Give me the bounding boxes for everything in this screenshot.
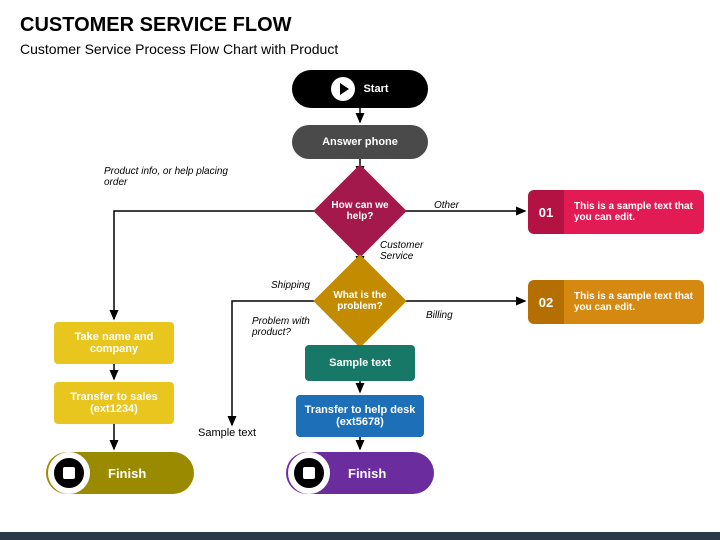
edge-billing: Billing <box>426 310 453 321</box>
node-transfer-help-desk: Transfer to help desk (ext5678) <box>296 395 424 437</box>
node-sample-text: Sample text <box>305 345 415 381</box>
node-answer-phone: Answer phone <box>292 125 428 159</box>
edge-other: Other <box>434 200 459 211</box>
stop-icon <box>48 452 90 494</box>
flowchart-canvas: Start Answer phone How can we help? What… <box>0 0 720 540</box>
callout-02: 02 This is a sample text that you can ed… <box>528 280 704 324</box>
edge-product-info: Product info, or help placing order <box>104 166 244 188</box>
finish-left: Finish <box>46 452 194 494</box>
node-transfer-sales: Transfer to sales (ext1234) <box>54 382 174 424</box>
footer-bar <box>0 532 720 540</box>
edge-shipping: Shipping <box>271 280 310 291</box>
node-start: Start <box>292 70 428 108</box>
play-icon <box>331 77 355 101</box>
stop-icon <box>288 452 330 494</box>
callout-01: 01 This is a sample text that you can ed… <box>528 190 704 234</box>
edge-problem-product: Problem with product? <box>252 316 332 338</box>
start-label: Start <box>363 83 388 95</box>
label-sample-text-left: Sample text <box>198 427 256 439</box>
edge-customer-service: Customer Service <box>380 240 450 262</box>
node-take-name: Take name and company <box>54 322 174 364</box>
finish-right: Finish <box>286 452 434 494</box>
